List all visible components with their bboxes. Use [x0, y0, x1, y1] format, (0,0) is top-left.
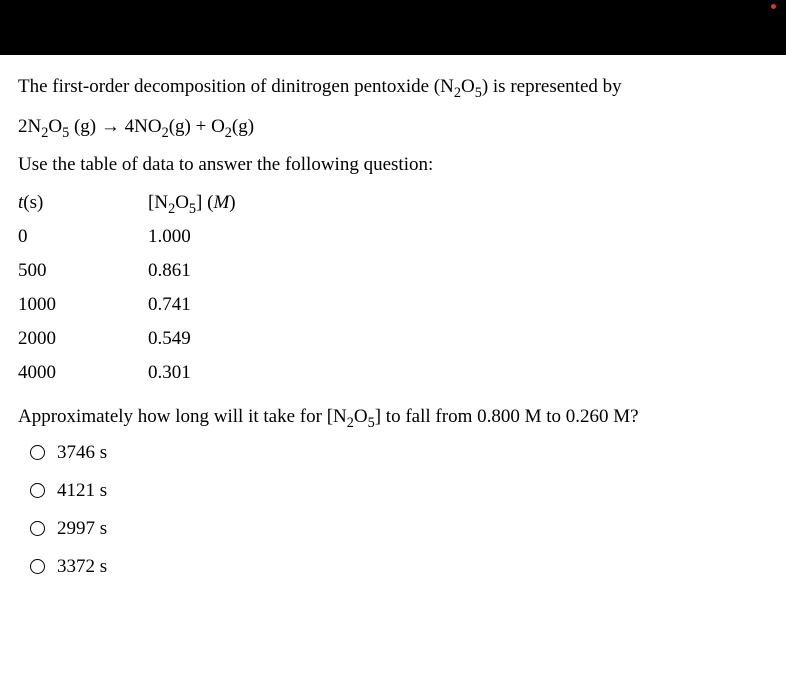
header-text: O: [175, 192, 189, 213]
option-label: 4121 s: [57, 480, 107, 502]
answer-option[interactable]: 3746 s: [30, 442, 768, 464]
cell-time: 0: [18, 220, 148, 254]
answer-options: 3746 s 4121 s 2997 s 3372 s: [18, 442, 768, 578]
table-row: 500 0.861: [18, 254, 236, 288]
radio-icon[interactable]: [30, 445, 45, 460]
eqn-text: O: [48, 116, 62, 137]
cell-conc: 0.741: [148, 288, 236, 322]
eqn-text: (g): [232, 116, 254, 137]
data-table: t(s) [N2O5] (M) 0 1.000 500 0.861 1000 0…: [18, 192, 236, 390]
subscript: 5: [368, 414, 375, 430]
option-label: 3746 s: [57, 442, 107, 464]
q-text: Approximately how long will it take for …: [18, 406, 347, 427]
subscript: 5: [475, 85, 482, 101]
subscript: 2: [225, 124, 232, 140]
radio-icon[interactable]: [30, 483, 45, 498]
header-text: [N: [148, 192, 168, 213]
header-text: ] (: [196, 192, 213, 213]
radio-icon[interactable]: [30, 559, 45, 574]
cell-conc: 0.861: [148, 254, 236, 288]
cell-time: 1000: [18, 288, 148, 322]
answer-option[interactable]: 3372 s: [30, 556, 768, 578]
cell-conc: 1.000: [148, 220, 236, 254]
prompt-text: Use the table of data to answer the foll…: [18, 154, 768, 176]
header-text: ): [229, 192, 235, 213]
table-row: 1000 0.741: [18, 288, 236, 322]
intro-text: ) is represented by: [482, 76, 622, 97]
answer-option[interactable]: 4121 s: [30, 480, 768, 502]
cell-time: 2000: [18, 322, 148, 356]
subscript: 5: [189, 200, 196, 216]
q-text: ] to fall from 0.800 M to 0.260 M?: [375, 406, 639, 427]
top-bar: [0, 0, 786, 55]
eqn-text: (g): [69, 116, 101, 137]
chemical-equation: 2N2O5 (g) → 4NO2(g) + O2(g): [18, 116, 768, 138]
intro-paragraph: The first-order decomposition of dinitro…: [18, 73, 768, 102]
radio-icon[interactable]: [30, 521, 45, 536]
question-content: The first-order decomposition of dinitro…: [0, 55, 786, 578]
table-row: 4000 0.301: [18, 356, 236, 390]
option-label: 2997 s: [57, 518, 107, 540]
option-label: 3372 s: [57, 556, 107, 578]
intro-text: The first-order decomposition of dinitro…: [18, 76, 454, 97]
q-text: O: [354, 406, 368, 427]
subscript: 2: [347, 414, 354, 430]
eqn-text: (g) + O: [169, 116, 225, 137]
table-header-time: t(s): [18, 192, 148, 220]
cell-conc: 0.549: [148, 322, 236, 356]
answer-option[interactable]: 2997 s: [30, 518, 768, 540]
subscript: 2: [454, 85, 461, 101]
table-header-concentration: [N2O5] (M): [148, 192, 236, 220]
intro-text: O: [461, 76, 475, 97]
subscript: 2: [162, 124, 169, 140]
cell-time: 500: [18, 254, 148, 288]
table-header-row: t(s) [N2O5] (M): [18, 192, 236, 220]
cell-conc: 0.301: [148, 356, 236, 390]
unit-molar: M: [213, 192, 229, 213]
cell-time: 4000: [18, 356, 148, 390]
eqn-text: 4NO: [120, 116, 162, 137]
notification-dot-icon: [771, 4, 776, 9]
table-row: 0 1.000: [18, 220, 236, 254]
unit-s: (s): [23, 192, 43, 213]
table-row: 2000 0.549: [18, 322, 236, 356]
question-text: Approximately how long will it take for …: [18, 406, 768, 428]
arrow-icon: →: [101, 116, 120, 137]
eqn-text: 2N: [18, 116, 41, 137]
